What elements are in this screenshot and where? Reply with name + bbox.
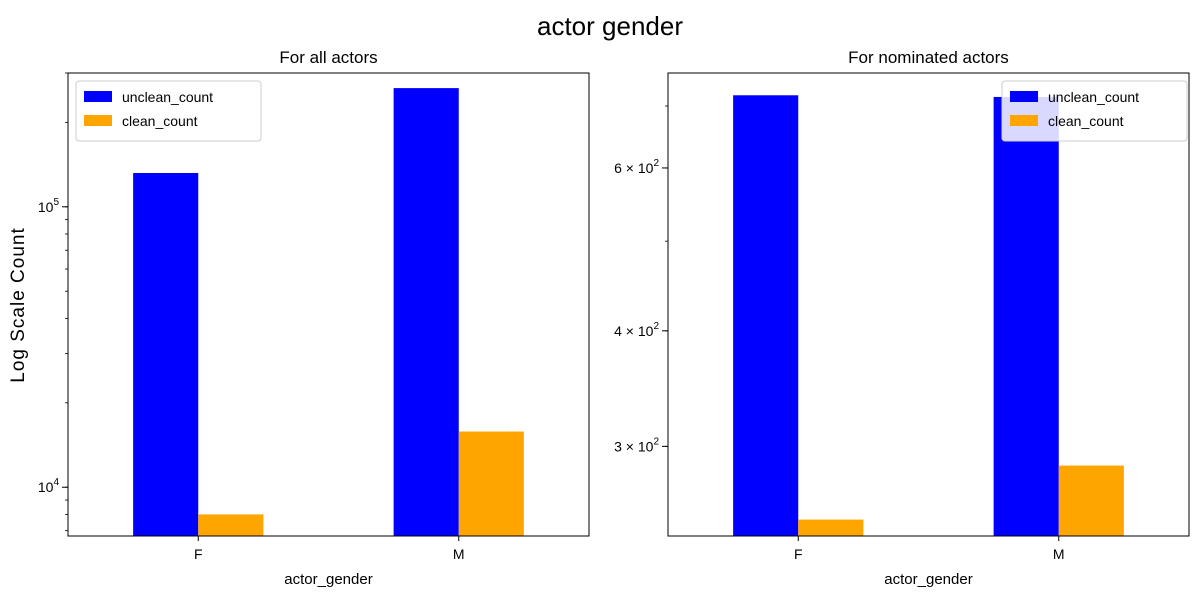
y-tick-label: 4 × 102 (614, 321, 659, 339)
x-tick-label: F (794, 546, 803, 562)
bar-clean-count-f (798, 519, 864, 536)
y-tick-label: 6 × 102 (614, 158, 659, 176)
x-tick-label: M (1053, 546, 1065, 562)
bar-unclean-count-f (133, 172, 199, 536)
legend: unclean_count clean_count (75, 80, 262, 142)
x-tick-label: F (194, 546, 203, 562)
legend-swatch-unclean-count (84, 91, 112, 102)
y-tick-label: 3 × 102 (614, 436, 659, 454)
bar-clean-count-m (1058, 465, 1124, 536)
y-tick-label: 104 (38, 477, 60, 495)
legend-label-unclean-count: unclean_count (122, 89, 213, 105)
legend: unclean_count clean_count (1001, 80, 1188, 142)
panel-title: For all actors (279, 48, 377, 67)
bar-unclean-count-f (733, 95, 799, 536)
bar-unclean-count-m (993, 96, 1059, 536)
legend-swatch-clean-count (1010, 115, 1038, 126)
axes-frame (667, 72, 1190, 537)
x-tick-label: M (453, 546, 465, 562)
y-axis-label: Log Scale Count (8, 227, 29, 383)
legend-box (75, 80, 262, 142)
legend-box (1001, 80, 1188, 142)
panel-title: For nominated actors (848, 48, 1009, 67)
legend-swatch-clean-count (84, 115, 112, 126)
axes-frame (67, 72, 590, 537)
legend-label-clean-count: clean_count (1048, 113, 1124, 129)
legend-label-unclean-count: unclean_count (1048, 89, 1139, 105)
y-tick-label: 105 (38, 197, 60, 215)
legend-swatch-unclean-count (1010, 91, 1038, 102)
x-axis-label: actor_gender (884, 571, 972, 588)
bar-clean-count-m (458, 431, 524, 536)
chart-panel-right: For nominated actors F M 6 × 102 4 × 102 3 × … (614, 48, 1190, 588)
chart-panel-left: For all actors F M 105 104 actor_gender unclea… (38, 48, 590, 588)
legend-label-clean-count: clean_count (122, 113, 198, 129)
x-axis-label: actor_gender (284, 571, 372, 588)
figure-title: actor gender (537, 11, 683, 41)
bar-clean-count-f (198, 514, 264, 536)
bar-unclean-count-m (393, 88, 459, 536)
